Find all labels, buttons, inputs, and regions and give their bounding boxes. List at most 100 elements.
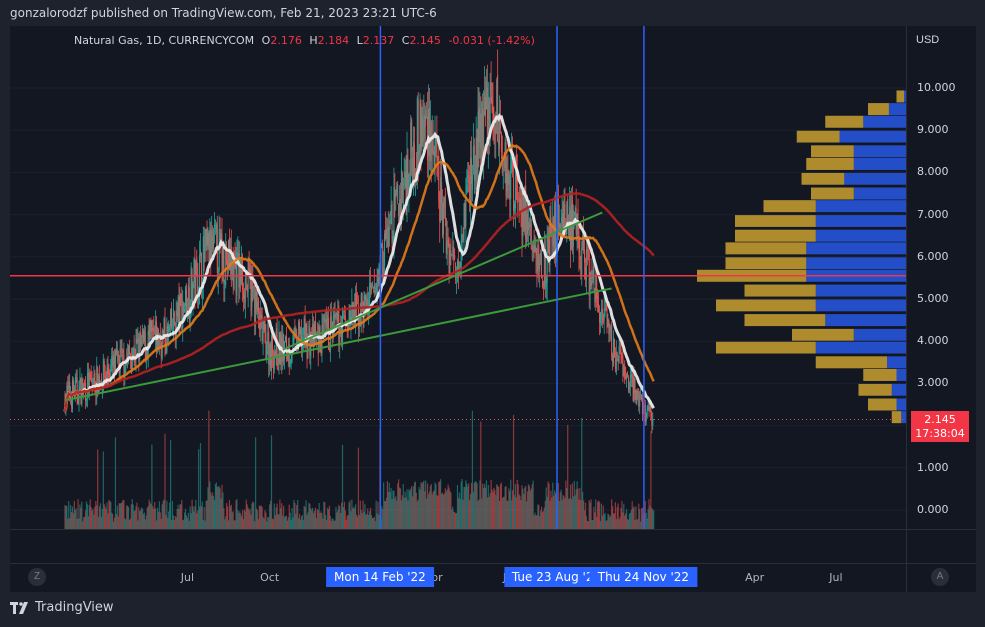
volume-bar bbox=[598, 501, 601, 529]
candle-body bbox=[161, 331, 163, 359]
candle-body bbox=[175, 310, 177, 337]
candle-body bbox=[619, 348, 621, 350]
candle-body bbox=[651, 419, 653, 425]
candle-body bbox=[388, 225, 390, 247]
volume-bar bbox=[141, 508, 144, 529]
grid-lines bbox=[10, 87, 906, 511]
footer-brand[interactable]: TradingView bbox=[10, 600, 114, 615]
chart-frame[interactable] bbox=[10, 26, 976, 592]
volume-bar bbox=[202, 519, 204, 529]
volume-bar bbox=[141, 507, 143, 529]
candle-body bbox=[272, 357, 274, 369]
volume-bar bbox=[548, 483, 550, 529]
candle-body bbox=[199, 249, 201, 257]
candle-body bbox=[185, 286, 187, 307]
candle-body bbox=[640, 393, 642, 395]
volume-bar bbox=[622, 512, 624, 529]
volume-bar bbox=[178, 508, 180, 529]
candle-body bbox=[588, 252, 590, 297]
candle-body bbox=[500, 134, 502, 153]
candle-body bbox=[564, 204, 566, 216]
candle-body bbox=[407, 158, 409, 196]
volume-bar bbox=[580, 499, 582, 529]
volume-bar bbox=[446, 489, 448, 529]
volume-bar bbox=[533, 515, 535, 529]
volume-bar bbox=[461, 479, 463, 529]
candle-body bbox=[599, 312, 601, 323]
volume-profile-sell bbox=[888, 103, 906, 116]
volume-bar bbox=[447, 484, 449, 529]
currency-label[interactable]: USD bbox=[916, 34, 940, 46]
candle-body bbox=[305, 324, 307, 345]
volume-bar bbox=[144, 519, 146, 529]
drawing-lines[interactable] bbox=[10, 26, 906, 529]
volume-profile-buy bbox=[792, 328, 854, 341]
volume-bar bbox=[589, 502, 591, 529]
candle-body bbox=[439, 200, 441, 222]
volume-bar bbox=[322, 518, 324, 529]
volume-bar bbox=[126, 505, 128, 529]
volume-bar bbox=[638, 503, 640, 529]
volume-bar bbox=[535, 515, 537, 529]
candle-body bbox=[194, 260, 196, 299]
volume-bar bbox=[303, 505, 305, 529]
candle-body bbox=[510, 164, 512, 199]
zoom-button[interactable]: Z bbox=[28, 568, 46, 586]
volume-bar bbox=[400, 500, 402, 529]
volume-bar bbox=[222, 492, 224, 529]
candle-body bbox=[132, 347, 134, 359]
volume-bar bbox=[266, 521, 268, 529]
close-value: 2.145 bbox=[409, 34, 441, 47]
candle-body bbox=[212, 236, 214, 248]
candle-body bbox=[382, 246, 384, 279]
volume-bar bbox=[623, 503, 625, 529]
volume-bar bbox=[265, 512, 267, 529]
candle-body bbox=[543, 247, 545, 289]
volume-bar bbox=[138, 507, 140, 529]
volume-bar bbox=[101, 508, 103, 529]
auto-scale-button[interactable]: A bbox=[931, 568, 949, 586]
candle-body bbox=[544, 251, 546, 284]
volume-bar bbox=[457, 497, 460, 529]
candle-body bbox=[606, 307, 608, 329]
volume-bar bbox=[284, 516, 287, 529]
candle-body bbox=[246, 285, 248, 291]
volume-bar bbox=[182, 520, 184, 529]
volume-bar bbox=[427, 494, 430, 529]
candle-body bbox=[613, 336, 615, 365]
candle-body bbox=[189, 311, 191, 321]
volume-bar bbox=[562, 494, 564, 529]
volume-profile-sell bbox=[863, 115, 906, 128]
price-tick-label: 10.000 bbox=[917, 81, 956, 94]
candle-body bbox=[433, 151, 435, 166]
volume-bar bbox=[361, 513, 363, 529]
candle-body bbox=[260, 314, 262, 317]
candle-body bbox=[296, 332, 298, 352]
candle-body bbox=[395, 190, 397, 199]
moving-averages bbox=[63, 113, 655, 412]
candle-body bbox=[208, 231, 210, 266]
volume-bar bbox=[516, 479, 518, 529]
volume-bar bbox=[157, 511, 160, 529]
volume-bar bbox=[411, 485, 413, 529]
volume-bar bbox=[572, 496, 574, 529]
volume-bar bbox=[76, 519, 78, 529]
volume-bar bbox=[99, 503, 102, 529]
candle-body bbox=[639, 394, 641, 407]
volume-bar bbox=[82, 521, 84, 529]
volume-bar bbox=[175, 517, 177, 529]
candle-body bbox=[239, 258, 241, 288]
candle-body bbox=[538, 246, 540, 269]
volume-bar bbox=[324, 502, 326, 529]
volume-bar bbox=[552, 482, 554, 529]
volume-bar bbox=[110, 501, 112, 529]
volume-bar bbox=[174, 515, 176, 529]
volume-bar bbox=[353, 506, 355, 529]
candle-body bbox=[93, 374, 95, 386]
volume-bar bbox=[378, 514, 380, 529]
volume-bar bbox=[306, 515, 308, 529]
main-chart[interactable] bbox=[10, 26, 976, 592]
volume-bar bbox=[88, 504, 90, 529]
volume-bar bbox=[267, 517, 269, 529]
candle-body bbox=[605, 308, 607, 310]
